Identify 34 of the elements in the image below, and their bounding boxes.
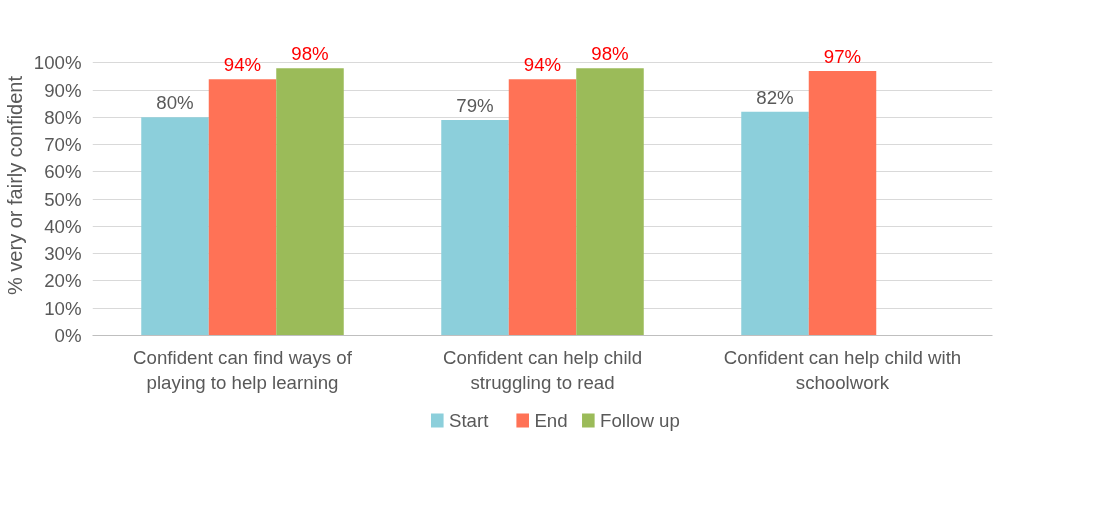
legend-label: Follow up xyxy=(600,410,680,431)
y-axis-title: % very or fairly confident xyxy=(3,75,26,295)
y-tick-label: 0% xyxy=(54,325,82,346)
y-tick-label: 50% xyxy=(44,188,82,210)
legend-label: End xyxy=(534,410,568,431)
x-tick-label: Confident can help child struggling to read xyxy=(442,346,643,393)
data-label: 94% xyxy=(223,54,262,76)
bar xyxy=(741,111,809,336)
y-tick-label: 10% xyxy=(44,297,82,319)
x-tick-label: Confident can find ways of playing to help learning xyxy=(133,346,353,393)
bar xyxy=(576,68,644,336)
bar xyxy=(441,120,509,336)
bar xyxy=(508,79,577,336)
y-tick-label: 30% xyxy=(44,243,82,265)
data-label: 97% xyxy=(823,45,862,67)
bar xyxy=(276,68,344,336)
bar xyxy=(141,117,209,336)
y-tick-label: 90% xyxy=(44,79,82,101)
x-tick-label: Confident can help child with schoolwork xyxy=(723,346,962,393)
data-label: 94% xyxy=(523,54,562,76)
bar xyxy=(808,70,877,336)
y-tick-label: 40% xyxy=(44,215,82,237)
y-tick-label: 80% xyxy=(44,106,82,128)
data-label: 79% xyxy=(456,95,494,117)
data-label: 98% xyxy=(291,43,329,65)
y-tick-label: 70% xyxy=(44,134,82,156)
data-label: 98% xyxy=(591,43,629,65)
bar xyxy=(208,79,277,336)
y-tick-label: 20% xyxy=(44,270,82,292)
y-tick-label: 100% xyxy=(33,52,82,74)
y-tick-label: 60% xyxy=(44,161,82,183)
data-label: 80% xyxy=(156,92,194,114)
data-label: 82% xyxy=(756,86,794,108)
legend-label: Start xyxy=(448,410,490,431)
